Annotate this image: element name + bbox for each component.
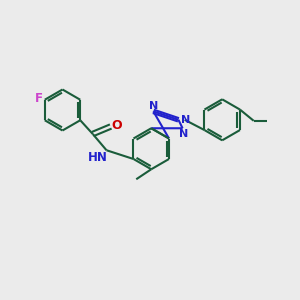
Text: F: F <box>35 92 43 105</box>
Text: N: N <box>179 129 188 139</box>
Text: N: N <box>181 115 190 125</box>
Text: N: N <box>149 101 159 111</box>
Text: O: O <box>111 119 122 132</box>
Text: HN: HN <box>88 151 108 164</box>
